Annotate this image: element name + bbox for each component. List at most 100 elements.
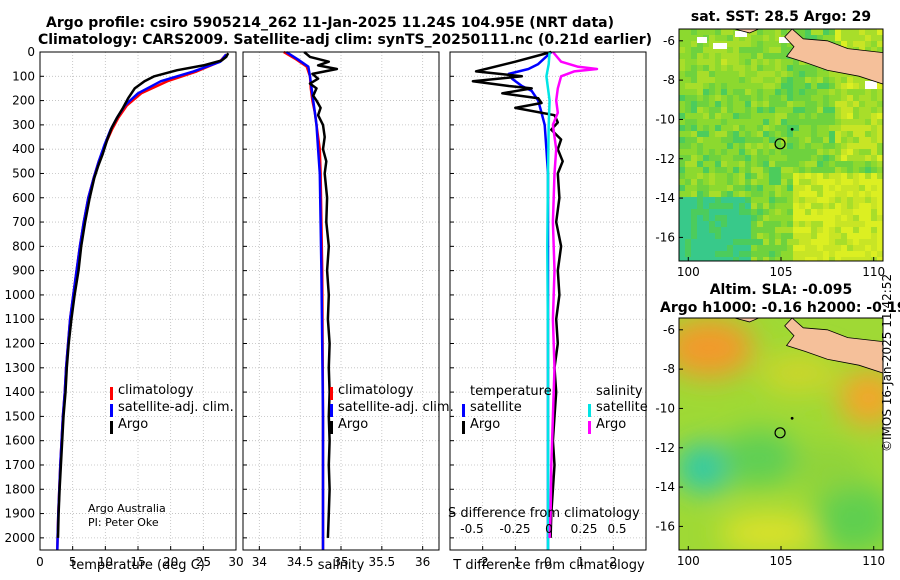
y-tick-label: 1200 <box>4 337 35 351</box>
x-tick-label: 5 <box>69 555 77 569</box>
legend-swatch-climatology <box>330 387 333 400</box>
map-x-tick-label: 110 <box>862 265 885 279</box>
y-tick-label: 100 <box>12 69 35 83</box>
legend-swatch-satellite <box>330 404 333 417</box>
map-x-tick-label: 105 <box>770 265 793 279</box>
y-tick-label: 1400 <box>4 385 35 399</box>
credit-pi: PI: Peter Oke <box>88 516 159 529</box>
x-tick-label: 10 <box>98 555 113 569</box>
legend-swatch-satellite <box>110 404 113 417</box>
series-temperature-argo <box>471 50 564 538</box>
cloud-patch <box>865 81 877 89</box>
imos-stamp: ©IMOS 16-Jan-2025 11:42:52 <box>880 273 894 452</box>
map-x-tick-label: 110 <box>862 554 885 568</box>
map-y-tick-label: -14 <box>655 191 675 205</box>
sla-field <box>679 318 883 550</box>
map-x-tick-label: 105 <box>770 554 793 568</box>
legend-temp-satellite: satellite <box>470 400 522 415</box>
java-land <box>784 29 883 85</box>
argo-position-marker <box>774 138 786 150</box>
christmas-island <box>790 416 794 420</box>
plot-frame <box>242 51 440 551</box>
map-y-tick-label: -12 <box>655 152 675 166</box>
legend-climatology: climatology <box>118 383 194 398</box>
y-tick-label: 1500 <box>4 409 35 423</box>
legend-sal-argo: Argo <box>596 417 627 432</box>
x-tick-label: 20 <box>163 555 178 569</box>
map-y-tick-label: -8 <box>663 73 675 87</box>
y-tick-label: 1800 <box>4 482 35 496</box>
map-y-tick-label: -8 <box>663 362 675 376</box>
y-tick-label: 1700 <box>4 458 35 472</box>
x-tick-label: 2 <box>610 555 618 569</box>
salinity-profile-panel: 34 34.5 35 35.5 36 <box>242 50 440 569</box>
cloud-patch <box>735 31 747 37</box>
plot-frame <box>39 51 237 551</box>
title-line-1: Argo profile: csiro 5905214_262 11-Jan-2… <box>45 15 615 31</box>
sumatra-land <box>734 29 759 34</box>
series-argo <box>303 51 339 538</box>
s-tick-label: -0.5 <box>460 522 483 536</box>
legend-swatch-climatology <box>110 387 113 400</box>
map-y-tick-label: -10 <box>655 401 675 415</box>
sst-map: 100 105 110 -6 -8 -10 -12 -14 -16 <box>655 28 885 279</box>
x-tick-label: 34.5 <box>287 555 314 569</box>
java-land <box>784 318 883 374</box>
temperature-profile-panel: 0 5 10 15 20 25 300100200300400500600700800900… <box>4 45 243 569</box>
legend-satellite: satellite-adj. clim. <box>118 400 234 415</box>
legend-swatch-argo <box>110 421 113 434</box>
legend-temp-argo: Argo <box>470 417 501 432</box>
y-tick-label: 500 <box>12 166 35 180</box>
temperature-xlabel: temperature (deg C) <box>71 558 205 573</box>
sla-map-subtitle: Argo h1000: -0.16 h2000: -0.19 <box>660 300 900 316</box>
x-tick-label: 0 <box>36 555 44 569</box>
y-tick-label: 2000 <box>4 531 35 545</box>
x-tick-label: -2 <box>477 555 489 569</box>
map-y-tick-label: -6 <box>663 34 675 48</box>
y-tick-label: 1000 <box>4 288 35 302</box>
legend-satellite: satellite-adj. clim. <box>338 400 454 415</box>
x-tick-label: 0 <box>544 555 552 569</box>
legend-argo: Argo <box>118 417 149 432</box>
series-salinity-argo <box>548 51 599 538</box>
sst-map-title: sat. SST: 28.5 Argo: 29 <box>690 9 872 25</box>
sla-map: 100 105 110 -6 -8 -10 -12 -14 -16 <box>655 317 885 568</box>
map-y-tick-label: -16 <box>655 230 675 244</box>
legend-climatology: climatology <box>338 383 414 398</box>
y-tick-label: 0 <box>27 45 35 59</box>
x-tick-label: 36 <box>415 555 430 569</box>
map-y-tick-label: -10 <box>655 112 675 126</box>
argo-position-marker <box>774 427 786 439</box>
s-tick-label: 0 <box>545 522 553 536</box>
cloud-patch <box>697 37 707 43</box>
series-argo <box>56 52 230 538</box>
y-tick-label: 1300 <box>4 361 35 375</box>
map-x-tick-label: 100 <box>677 265 700 279</box>
x-tick-label: 15 <box>130 555 145 569</box>
legend-salinity-title: salinity <box>596 384 643 399</box>
y-tick-label: 1600 <box>4 434 35 448</box>
map-y-tick-label: -6 <box>663 323 675 337</box>
christmas-island <box>790 127 794 131</box>
cloud-patch <box>713 43 727 49</box>
legend-swatch-sal-satellite <box>588 404 591 417</box>
y-tick-label: 700 <box>12 215 35 229</box>
series-satellite-adj-clim- <box>285 50 325 550</box>
s-tick-label: -0.25 <box>499 522 530 536</box>
legend-swatch-sal-argo <box>588 421 591 434</box>
credit-org: Argo Australia <box>88 502 166 515</box>
difference-xlabel: T difference from climatology <box>453 558 645 573</box>
legend-temperature-title: temperature <box>470 384 552 399</box>
y-tick-label: 1100 <box>4 312 35 326</box>
x-tick-label: 25 <box>196 555 211 569</box>
sla-map-title: Altim. SLA: -0.095 <box>709 282 853 298</box>
legend-sal-satellite: satellite <box>596 400 648 415</box>
legend-swatch-argo <box>330 421 333 434</box>
series-salinity-satellite <box>545 51 551 550</box>
legend-argo: Argo <box>338 417 369 432</box>
y-tick-label: 200 <box>12 94 35 108</box>
map-y-tick-label: -12 <box>655 441 675 455</box>
s-difference-label: S difference from climatology <box>448 506 640 521</box>
x-tick-label: 1 <box>577 555 585 569</box>
